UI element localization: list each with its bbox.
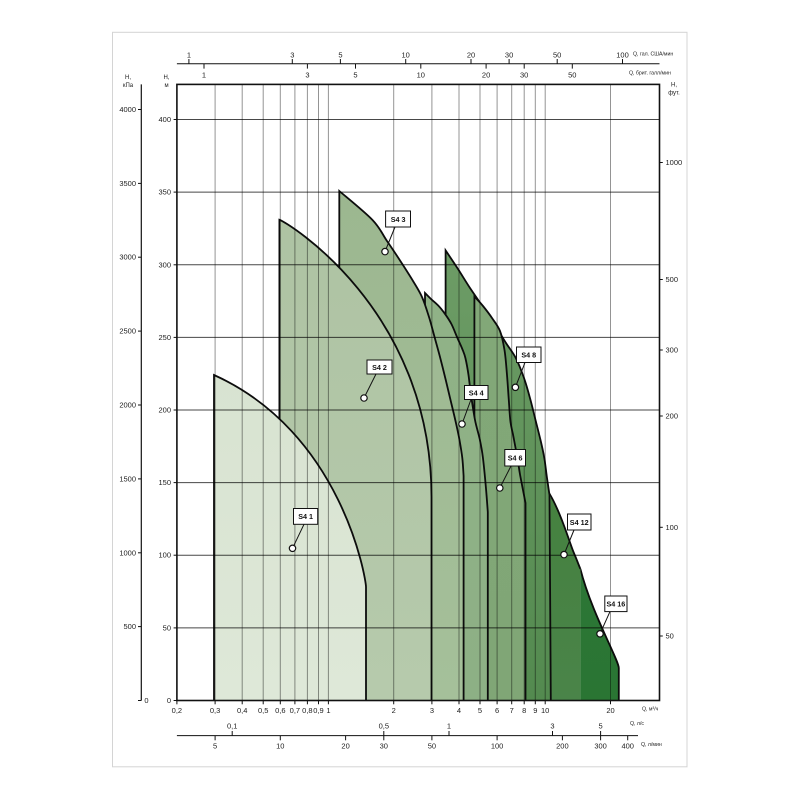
svg-text:Q, м³/ч: Q, м³/ч [642, 707, 659, 713]
svg-text:300: 300 [594, 742, 607, 751]
svg-text:S4 4: S4 4 [469, 388, 484, 397]
svg-text:100: 100 [491, 742, 504, 751]
svg-text:2500: 2500 [119, 327, 136, 336]
svg-text:0,4: 0,4 [237, 706, 247, 715]
svg-text:3: 3 [290, 51, 294, 60]
svg-text:100: 100 [158, 551, 171, 560]
svg-text:3: 3 [430, 706, 434, 715]
svg-text:20: 20 [606, 706, 614, 715]
svg-text:0,5: 0,5 [379, 722, 389, 731]
svg-text:5: 5 [478, 706, 482, 715]
svg-text:H,: H, [125, 75, 131, 81]
svg-text:0,9: 0,9 [313, 706, 323, 715]
svg-text:50: 50 [163, 623, 171, 632]
svg-text:50: 50 [428, 742, 436, 751]
svg-text:300: 300 [158, 260, 171, 269]
svg-text:0: 0 [144, 696, 148, 705]
svg-text:1: 1 [187, 51, 191, 60]
svg-text:10: 10 [541, 706, 549, 715]
svg-text:3500: 3500 [119, 179, 136, 188]
svg-text:Q, брит. галл/мин: Q, брит. галл/мин [629, 71, 671, 77]
svg-text:20: 20 [341, 742, 349, 751]
svg-text:5: 5 [599, 722, 603, 731]
svg-text:10: 10 [276, 742, 284, 751]
svg-text:4000: 4000 [119, 105, 136, 114]
svg-text:1000: 1000 [119, 548, 136, 557]
svg-text:H,: H, [671, 83, 677, 89]
svg-text:10: 10 [402, 51, 410, 60]
svg-text:30: 30 [505, 51, 513, 60]
svg-text:200: 200 [666, 412, 679, 421]
svg-text:S4 6: S4 6 [508, 454, 523, 463]
svg-text:3: 3 [305, 71, 309, 80]
svg-text:S4 1: S4 1 [298, 512, 313, 521]
svg-text:S4 8: S4 8 [521, 351, 536, 360]
svg-text:0: 0 [167, 696, 171, 705]
svg-text:H,: H, [164, 75, 170, 81]
svg-text:S4 16: S4 16 [607, 600, 626, 609]
svg-text:9: 9 [533, 706, 537, 715]
svg-text:4: 4 [457, 706, 461, 715]
svg-text:200: 200 [158, 406, 171, 415]
svg-text:1500: 1500 [119, 474, 136, 483]
svg-text:10: 10 [417, 71, 425, 80]
svg-text:1000: 1000 [666, 158, 683, 167]
svg-text:S4 3: S4 3 [391, 215, 406, 224]
svg-text:Q, л/мин: Q, л/мин [641, 742, 662, 748]
svg-text:6: 6 [495, 706, 499, 715]
svg-text:500: 500 [123, 622, 136, 631]
svg-text:2000: 2000 [119, 401, 136, 410]
svg-text:5: 5 [353, 71, 357, 80]
svg-text:50: 50 [553, 51, 561, 60]
svg-text:3: 3 [550, 722, 554, 731]
svg-text:0,2: 0,2 [172, 706, 182, 715]
svg-text:50: 50 [666, 632, 674, 641]
svg-text:20: 20 [482, 71, 490, 80]
svg-text:0,1: 0,1 [227, 722, 237, 731]
svg-text:100: 100 [616, 51, 629, 60]
svg-text:200: 200 [556, 742, 569, 751]
svg-text:20: 20 [467, 51, 475, 60]
svg-text:фут.: фут. [668, 91, 680, 97]
svg-text:500: 500 [666, 275, 679, 284]
svg-text:30: 30 [520, 71, 528, 80]
svg-text:0,8: 0,8 [302, 706, 312, 715]
svg-text:1: 1 [326, 706, 330, 715]
svg-text:S4 2: S4 2 [372, 363, 387, 372]
svg-text:250: 250 [158, 333, 171, 342]
svg-text:Q, л/с: Q, л/с [630, 721, 644, 727]
svg-text:150: 150 [158, 478, 171, 487]
svg-text:400: 400 [621, 742, 634, 751]
svg-text:350: 350 [158, 188, 171, 197]
svg-text:0,7: 0,7 [290, 706, 300, 715]
svg-text:5: 5 [213, 742, 217, 751]
svg-text:300: 300 [666, 346, 679, 355]
svg-text:7: 7 [510, 706, 514, 715]
svg-text:100: 100 [666, 523, 679, 532]
svg-text:1: 1 [447, 722, 451, 731]
svg-text:8: 8 [522, 706, 526, 715]
svg-text:кПа: кПа [123, 83, 134, 89]
svg-text:0,3: 0,3 [210, 706, 220, 715]
svg-text:S4 12: S4 12 [570, 518, 589, 527]
svg-text:400: 400 [158, 115, 171, 124]
svg-text:м: м [164, 83, 168, 89]
svg-text:Q, гал. США/мин: Q, гал. США/мин [633, 52, 673, 58]
svg-text:0,6: 0,6 [275, 706, 285, 715]
svg-text:5: 5 [338, 51, 342, 60]
svg-text:3000: 3000 [119, 253, 136, 262]
svg-text:30: 30 [380, 742, 388, 751]
svg-text:0,5: 0,5 [258, 706, 268, 715]
svg-text:1: 1 [202, 71, 206, 80]
svg-text:2: 2 [392, 706, 396, 715]
svg-text:50: 50 [568, 71, 576, 80]
